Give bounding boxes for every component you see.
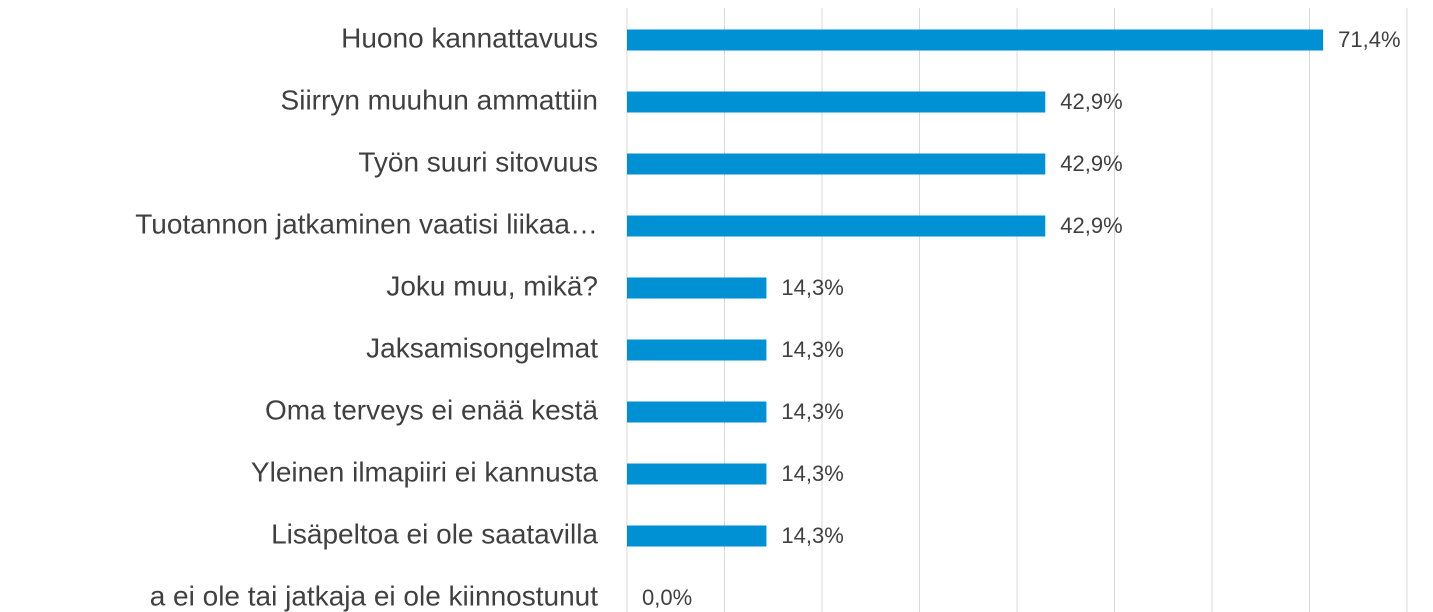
data-label: 14,3% — [781, 523, 843, 548]
data-label: 42,9% — [1060, 213, 1122, 238]
bar — [627, 525, 767, 547]
category-label: Työn suuri sitovuus — [358, 146, 598, 177]
category-label: Tuotannon jatkaminen vaatisi liikaa… — [135, 208, 598, 239]
data-label: 0,0% — [642, 585, 692, 610]
category-label: Siirryn muuhun ammattiin — [281, 84, 598, 115]
data-label: 42,9% — [1060, 89, 1122, 114]
bar — [627, 91, 1046, 113]
bar — [627, 401, 767, 423]
bar — [627, 277, 767, 299]
category-label: Joku muu, mikä? — [386, 270, 598, 301]
data-label: 14,3% — [781, 337, 843, 362]
category-label: Jaksamisongelmat — [366, 332, 598, 363]
bar — [627, 29, 1324, 51]
category-label: a ei ole tai jatkaja ei ole kiinnostunut — [150, 580, 599, 611]
data-label: 14,3% — [781, 275, 843, 300]
category-label: Lisäpeltoa ei ole saatavilla — [271, 518, 598, 549]
bar — [627, 463, 767, 485]
category-label: Yleinen ilmapiiri ei kannusta — [251, 456, 599, 487]
data-label: 71,4% — [1338, 27, 1400, 52]
category-label: Oma terveys ei enää kestä — [265, 394, 598, 425]
category-label: Huono kannattavuus — [341, 22, 598, 53]
data-label: 14,3% — [781, 399, 843, 424]
bar — [627, 215, 1046, 237]
data-label: 42,9% — [1060, 151, 1122, 176]
bar — [627, 153, 1046, 175]
bar — [627, 339, 767, 361]
data-label: 14,3% — [781, 461, 843, 486]
